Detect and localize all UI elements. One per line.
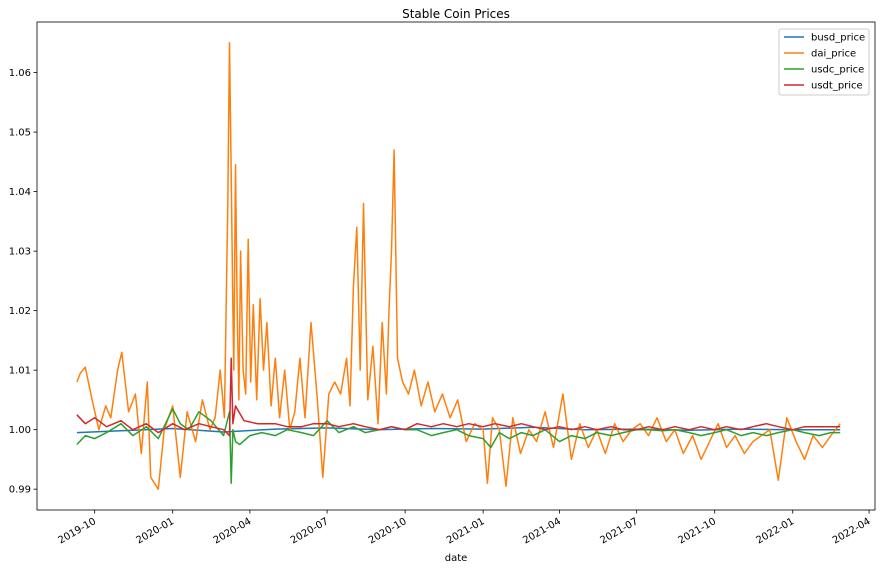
legend-box — [778, 28, 870, 96]
chart-title: Stable Coin Prices — [402, 7, 510, 21]
axes-frame — [36, 21, 876, 511]
x-tick-label: 2021-01 — [445, 516, 487, 546]
series-line-dai_price — [76, 42, 841, 490]
y-tick-label: 1.03 — [9, 247, 31, 258]
x-axis: 2019-10 2020-01 2020-04 2020-07 2020-10 2021-… — [56, 510, 873, 546]
series-layer — [76, 42, 841, 490]
x-tick-label: 2020-04 — [212, 516, 254, 546]
y-tick-label: 0.99 — [9, 485, 31, 496]
x-tick-label: 2021-07 — [598, 516, 640, 546]
x-tick-label: 2022-01 — [755, 516, 797, 546]
legend: busd_price dai_price usdc_price usdt_price — [778, 28, 870, 96]
y-tick-label: 1.02 — [9, 306, 31, 317]
legend-label-usdt_price: usdt_price — [811, 81, 863, 92]
y-tick-label: 1.06 — [9, 68, 31, 79]
x-axis-label: date — [445, 553, 468, 564]
series-line-usdt_price — [76, 357, 841, 437]
legend-label-dai_price: dai_price — [811, 49, 856, 60]
series-line-usdc_price — [76, 408, 841, 484]
x-tick-label: 2020-01 — [135, 516, 177, 546]
x-tick-label: 2019-10 — [56, 516, 98, 546]
x-tick-label: 2020-10 — [367, 516, 409, 546]
y-tick-label: 1.05 — [9, 128, 31, 139]
x-tick-label: 2021-10 — [676, 516, 718, 546]
y-tick-label: 1.00 — [9, 425, 31, 436]
x-tick-label: 2022-04 — [831, 516, 873, 546]
y-axis: 0.99 1.00 1.01 1.02 1.03 1.04 1.05 1.06 — [9, 68, 37, 496]
legend-label-busd_price: busd_price — [811, 33, 865, 44]
legend-label-usdc_price: usdc_price — [811, 65, 864, 76]
x-tick-label: 2021-04 — [521, 516, 563, 546]
y-tick-label: 1.01 — [9, 366, 31, 377]
x-tick-label: 2020-07 — [289, 516, 331, 546]
y-tick-label: 1.04 — [9, 187, 31, 198]
